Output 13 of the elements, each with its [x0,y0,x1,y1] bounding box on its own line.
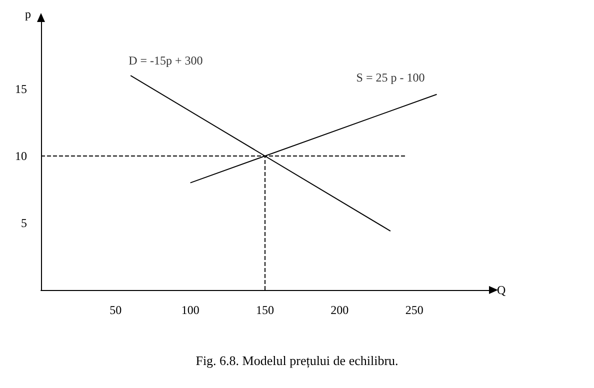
x-tick-label: 250 [405,303,424,317]
y-axis-title: p [25,7,31,21]
y-tick-label: 15 [15,82,27,96]
annotation: S = 25 p - 100 [356,70,425,84]
x-tick-label: 100 [181,303,200,317]
text: Fig. 6.8. Modelul prețului de echilibru. [196,353,398,368]
x-tick-label: 50 [110,303,122,317]
x-tick-label: 200 [330,303,349,317]
y-tick-label: 10 [15,149,27,163]
annotation: D = -15p + 300 [128,54,203,68]
x-tick-label: 150 [256,303,274,317]
y-tick-label: 5 [21,216,27,230]
x-axis-title: Q [497,283,506,297]
